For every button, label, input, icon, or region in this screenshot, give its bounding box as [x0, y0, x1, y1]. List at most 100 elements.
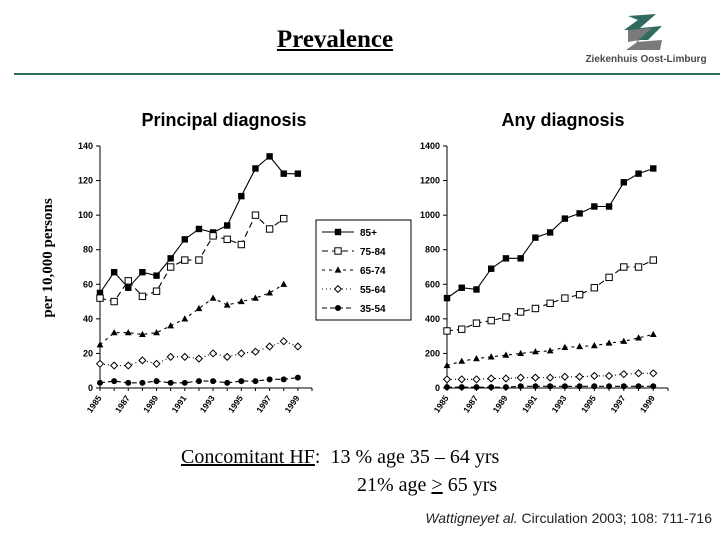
y-tick-label: 120	[78, 176, 93, 186]
data-point	[458, 284, 465, 291]
data-point	[280, 170, 287, 177]
data-point	[167, 379, 174, 386]
data-point	[487, 353, 495, 360]
charts-area: per 10,000 persons Principal diagnosis A…	[40, 110, 669, 415]
data-point	[575, 290, 584, 299]
x-tick-label: 1987	[113, 393, 132, 414]
legend-marker	[334, 266, 342, 273]
chart-any-diagnosis: 0 200 400 600 800 1000 1200 1400 1985 1987 1989 199…	[420, 141, 669, 415]
data-point	[280, 376, 287, 383]
data-point	[166, 352, 175, 361]
legend-label: 65-74	[360, 266, 386, 277]
x-tick-label: 1997	[254, 393, 273, 414]
data-point	[181, 315, 189, 322]
data-point	[96, 294, 104, 302]
y-tick-label: 80	[83, 245, 93, 255]
y-tick-label: 200	[425, 348, 440, 358]
data-point	[605, 339, 613, 346]
data-point	[620, 179, 627, 186]
data-point	[575, 372, 584, 381]
data-point	[458, 384, 465, 391]
y-tick-label: 60	[83, 279, 93, 289]
data-point	[181, 256, 189, 264]
data-point	[110, 297, 118, 306]
data-point	[473, 384, 480, 391]
data-point	[561, 343, 569, 350]
note-line-1: Concomitant HF: 13 % age 35 – 64 yrs	[181, 446, 499, 469]
data-point	[502, 313, 510, 321]
data-point	[458, 357, 466, 364]
y-tick-label: 1000	[420, 210, 440, 220]
hospital-logo: Ziekenhuis Oost-Limburg	[578, 10, 714, 72]
data-point	[488, 384, 495, 391]
data-point	[576, 210, 583, 217]
y-axis-label: per 10,000 persons	[40, 198, 56, 317]
data-point	[252, 165, 259, 172]
data-point	[208, 349, 218, 358]
note-value-2-suffix: 65 yrs	[442, 474, 498, 496]
data-point	[590, 284, 599, 292]
chart-title-any: Any diagnosis	[501, 110, 624, 130]
data-point	[238, 192, 245, 200]
data-point	[111, 378, 118, 385]
data-point	[195, 225, 203, 233]
data-point	[125, 284, 132, 291]
x-tick-label: 1985	[85, 393, 104, 414]
data-point	[444, 384, 450, 391]
data-point	[502, 255, 510, 262]
data-point	[181, 379, 188, 386]
data-point	[650, 165, 657, 172]
data-point	[546, 229, 554, 236]
series-line	[447, 385, 654, 388]
data-point	[294, 170, 302, 177]
x-tick-label: 1991	[520, 393, 539, 414]
y-tick-label: 1200	[420, 176, 440, 186]
note-heading: Concomitant HF	[181, 446, 315, 468]
data-point	[649, 369, 658, 378]
x-tick-label: 1989	[491, 393, 510, 414]
y-tick-label: 800	[425, 245, 440, 255]
y-tick-label: 400	[425, 314, 440, 324]
data-point	[251, 211, 260, 219]
data-point	[152, 287, 161, 295]
data-point	[167, 255, 174, 262]
page-title: Prevalence	[276, 26, 394, 53]
data-point	[458, 325, 466, 333]
series-line	[99, 155, 298, 294]
data-point	[223, 235, 231, 244]
data-point	[265, 225, 274, 233]
data-point	[619, 370, 628, 379]
data-point	[139, 268, 146, 276]
data-point	[442, 375, 452, 384]
y-tick-label: 40	[83, 314, 93, 324]
y-tick-label: 20	[83, 348, 93, 358]
data-point	[560, 372, 569, 381]
data-point	[110, 361, 119, 370]
data-point	[223, 352, 232, 361]
data-point	[237, 240, 246, 249]
data-point	[546, 373, 555, 382]
data-point	[124, 277, 132, 285]
data-point	[195, 378, 202, 385]
note-ge-symbol: >	[431, 474, 443, 496]
y-tick-label: 0	[88, 383, 93, 393]
data-point	[532, 383, 539, 390]
data-point	[251, 347, 260, 356]
data-point	[650, 383, 657, 390]
y-tick-label: 140	[78, 141, 93, 151]
x-tick-label: 1985	[432, 393, 451, 414]
data-point	[443, 361, 451, 369]
data-point	[576, 383, 583, 390]
note-value-1: 13 % age 35 – 64 yrs	[330, 446, 500, 468]
x-tick-label: 1993	[198, 393, 217, 414]
data-point	[95, 359, 105, 368]
data-point	[153, 272, 160, 279]
data-point	[590, 371, 599, 381]
data-point	[166, 263, 175, 271]
x-tick-label: 1991	[169, 393, 188, 414]
data-point	[517, 383, 524, 390]
chart-principal-diagnosis: 0 20 40 60 80 100 120 140 1985 1987 1989 1991 1993 19…	[78, 141, 412, 415]
legend-marker	[335, 305, 341, 311]
data-point	[96, 289, 104, 297]
data-point	[110, 268, 118, 276]
